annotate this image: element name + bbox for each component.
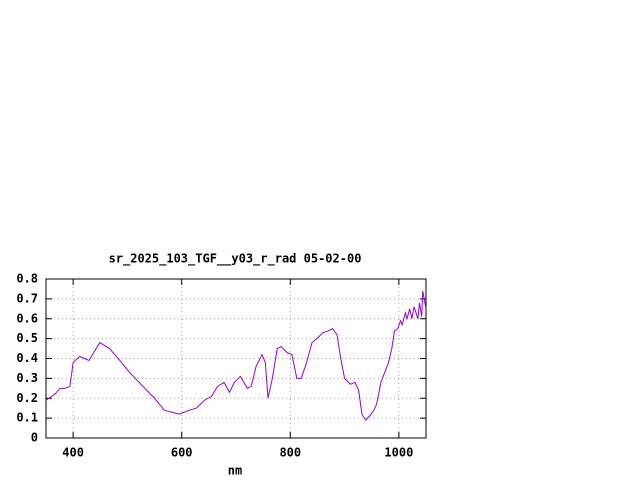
x-tick-label: 1000 [384,446,413,460]
y-tick-label: 0.2 [16,391,38,405]
y-tick-label: 0.4 [16,351,38,365]
y-tick-label: 0.5 [16,331,38,345]
x-axis-label: nm [228,464,242,478]
x-tick-label: 800 [279,446,301,460]
y-tick-label: 0.7 [16,291,38,305]
y-tick-label: 0.8 [16,272,38,286]
y-tick-label: 0.3 [16,371,38,385]
x-tick-label: 400 [62,446,84,460]
data-line [45,290,427,421]
x-tick-label: 600 [171,446,193,460]
y-tick-label: 0 [31,431,38,445]
y-tick-label: 0.6 [16,311,38,325]
chart-title: sr_2025_103_TGF__y03_r_rad 05-02-00 [109,252,362,267]
y-tick-label: 0.1 [16,411,38,425]
